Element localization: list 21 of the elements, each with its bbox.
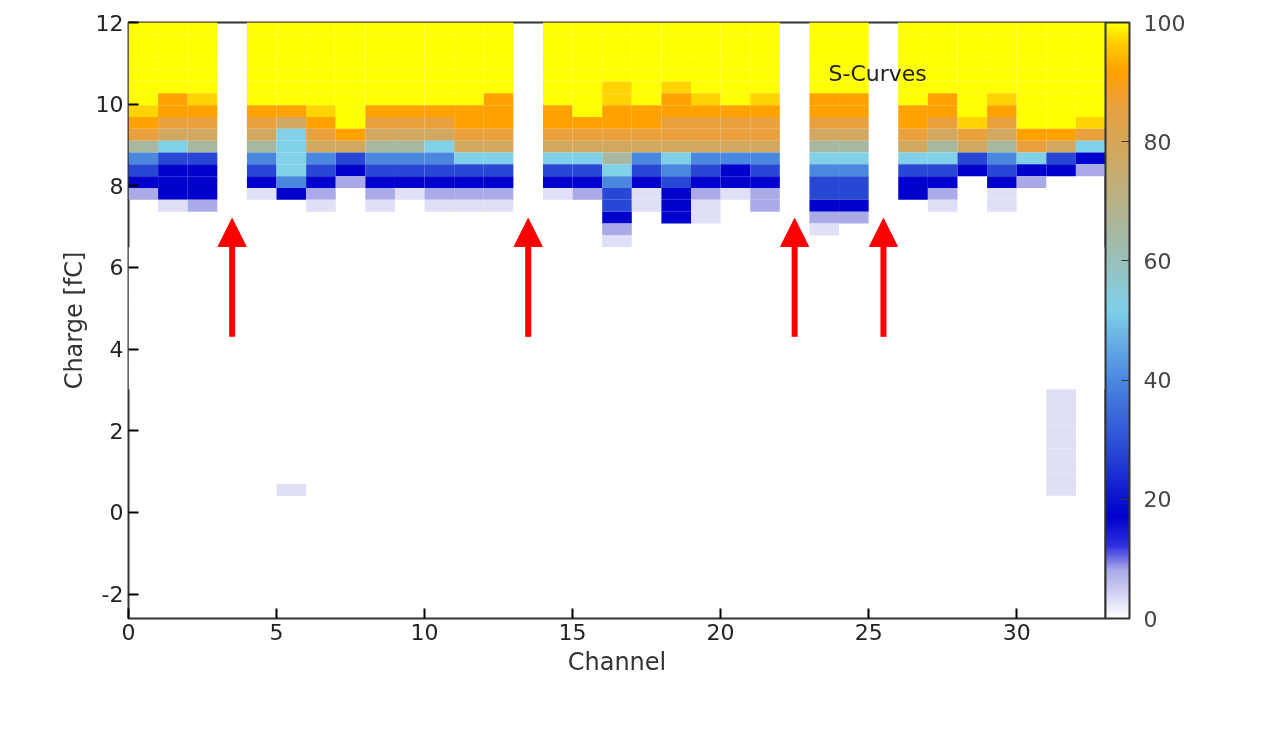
x-tick-label: 10	[410, 619, 439, 645]
color-bar-label: 20	[1143, 487, 1172, 513]
x-tick-label: 30	[1002, 619, 1031, 645]
y-tick-label: 6	[109, 255, 124, 281]
color-bar-label: 100	[1143, 10, 1186, 36]
color-bar-label: 60	[1143, 248, 1172, 274]
x-tick-label: 25	[854, 619, 883, 645]
y-tick-label: 4	[109, 337, 124, 363]
x-axis-title: Channel	[567, 647, 667, 676]
y-tick-label: 12	[95, 10, 124, 36]
color-bar-label: 40	[1143, 368, 1172, 394]
y-tick-label: 0	[109, 500, 124, 526]
y-tick-label: 10	[95, 92, 124, 118]
y-axis-title: Charge [fC]	[59, 251, 88, 390]
y-tick-label: 8	[109, 173, 124, 199]
x-tick-label: 15	[558, 619, 587, 645]
x-tick-label: 20	[706, 619, 735, 645]
x-tick-label: 5	[269, 619, 284, 645]
y-tick-label: -2	[101, 582, 124, 608]
color-bar-label: 80	[1143, 129, 1172, 155]
y-tick-label: 2	[109, 418, 124, 444]
